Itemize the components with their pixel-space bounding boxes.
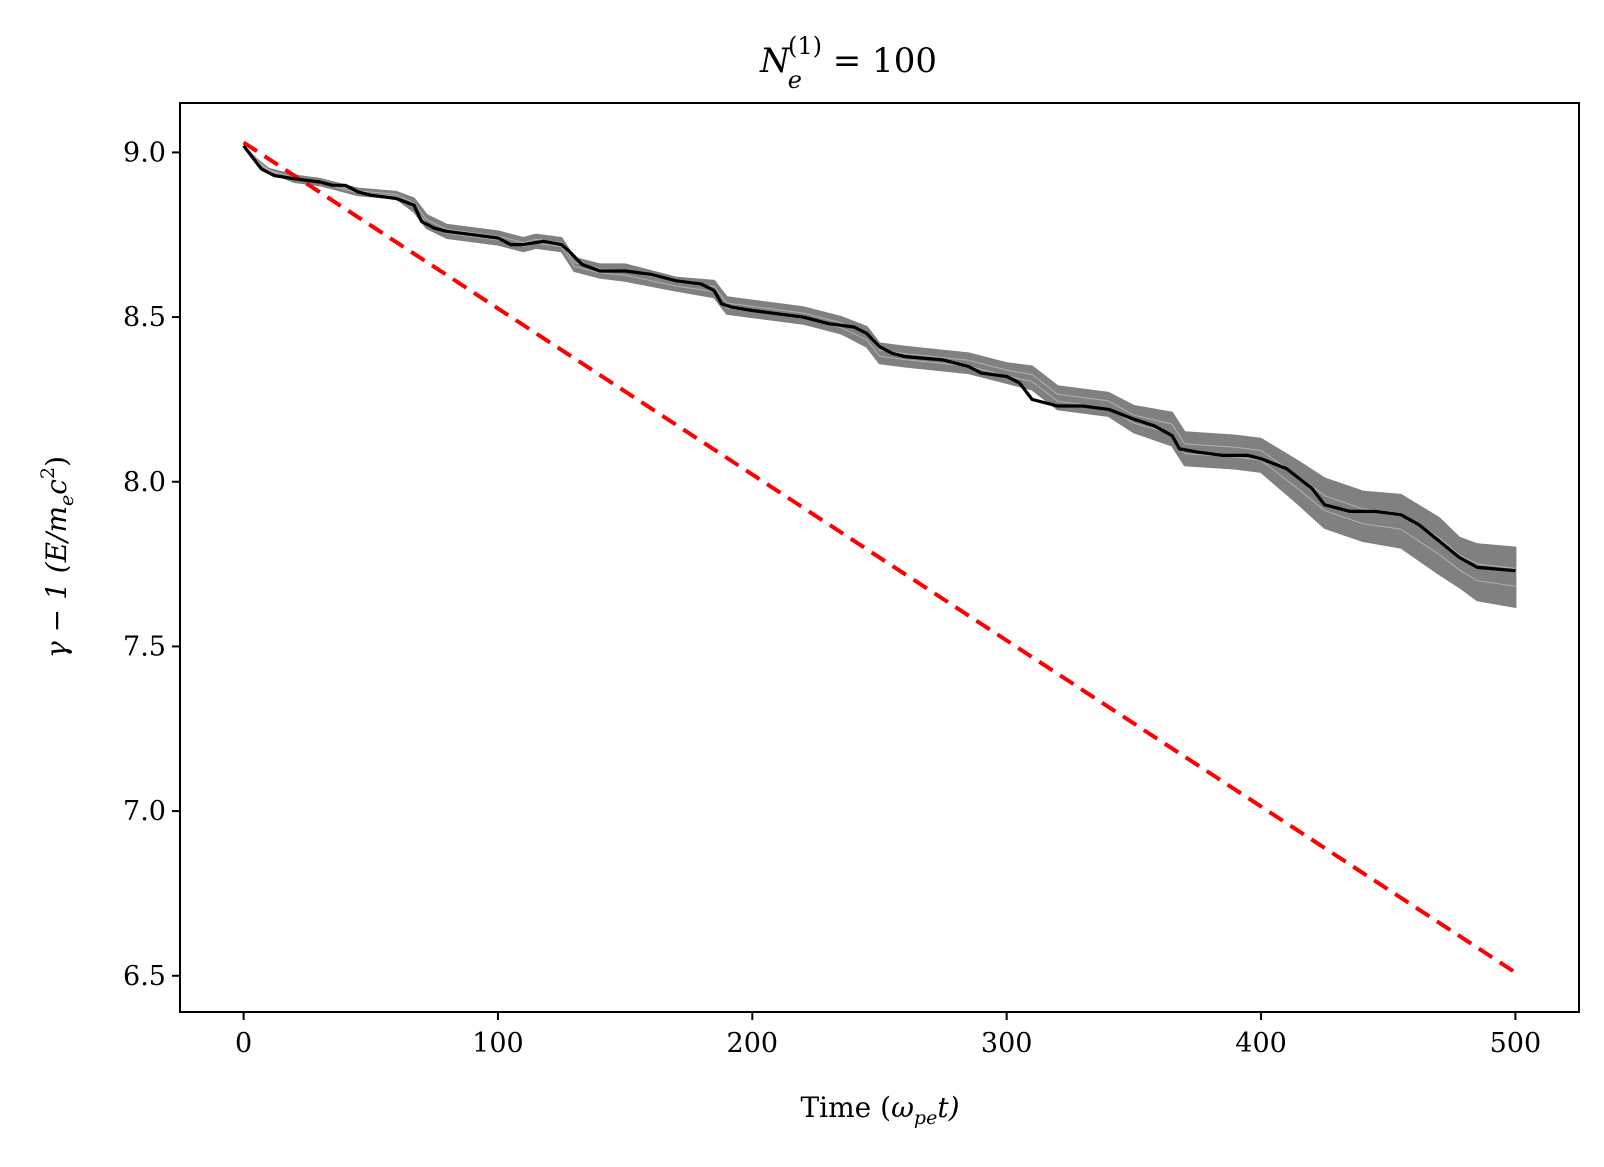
ylabel-mid: c: [40, 479, 73, 495]
axes-frame: [179, 102, 1580, 1013]
x-tick-label: 300: [981, 1028, 1033, 1059]
x-tick-label: 100: [472, 1028, 524, 1059]
y-axis-label: γ − 1 (E/mec2): [37, 456, 78, 658]
y-tick-label: 8.0: [123, 467, 166, 498]
x-axis-label: Time (ωpet): [800, 1091, 959, 1129]
ylabel-sup: 2: [37, 467, 59, 479]
x-axis: 0 100 200 300 400 500: [235, 1012, 1541, 1059]
x-tick-label: 200: [727, 1028, 779, 1059]
xlabel-sub: pe: [914, 1107, 937, 1129]
y-tick-label: 8.5: [123, 302, 166, 333]
title-rest: = 100: [822, 41, 937, 81]
xlabel-pre: Time (: [800, 1091, 891, 1124]
x-tick-label: 400: [1235, 1028, 1287, 1059]
plot-layer: [242, 140, 1517, 975]
title-sup: (1): [788, 32, 822, 60]
xlabel-sym: ω: [891, 1091, 914, 1124]
y-axis: 6.5 7.0 7.5 8.0 8.5 9.0: [123, 137, 180, 992]
xlabel-post: t): [937, 1091, 959, 1124]
title-base: N: [759, 41, 791, 81]
y-tick-label: 7.5: [123, 631, 166, 662]
ylabel-sub: e: [56, 495, 78, 506]
ylabel-post: ): [40, 456, 73, 467]
title-sub: e: [788, 66, 802, 94]
mean-line: [242, 144, 1516, 573]
chart-title: Ne (1) = 100: [759, 32, 937, 94]
x-tick-label: 0: [235, 1028, 252, 1059]
y-tick-label: 6.5: [123, 961, 166, 992]
y-tick-label: 7.0: [123, 796, 166, 827]
reference-line: [242, 140, 1517, 975]
y-tick-label: 9.0: [123, 137, 166, 168]
ylabel-pre: γ − 1 (E/m: [40, 506, 73, 658]
x-tick-label: 500: [1490, 1028, 1542, 1059]
